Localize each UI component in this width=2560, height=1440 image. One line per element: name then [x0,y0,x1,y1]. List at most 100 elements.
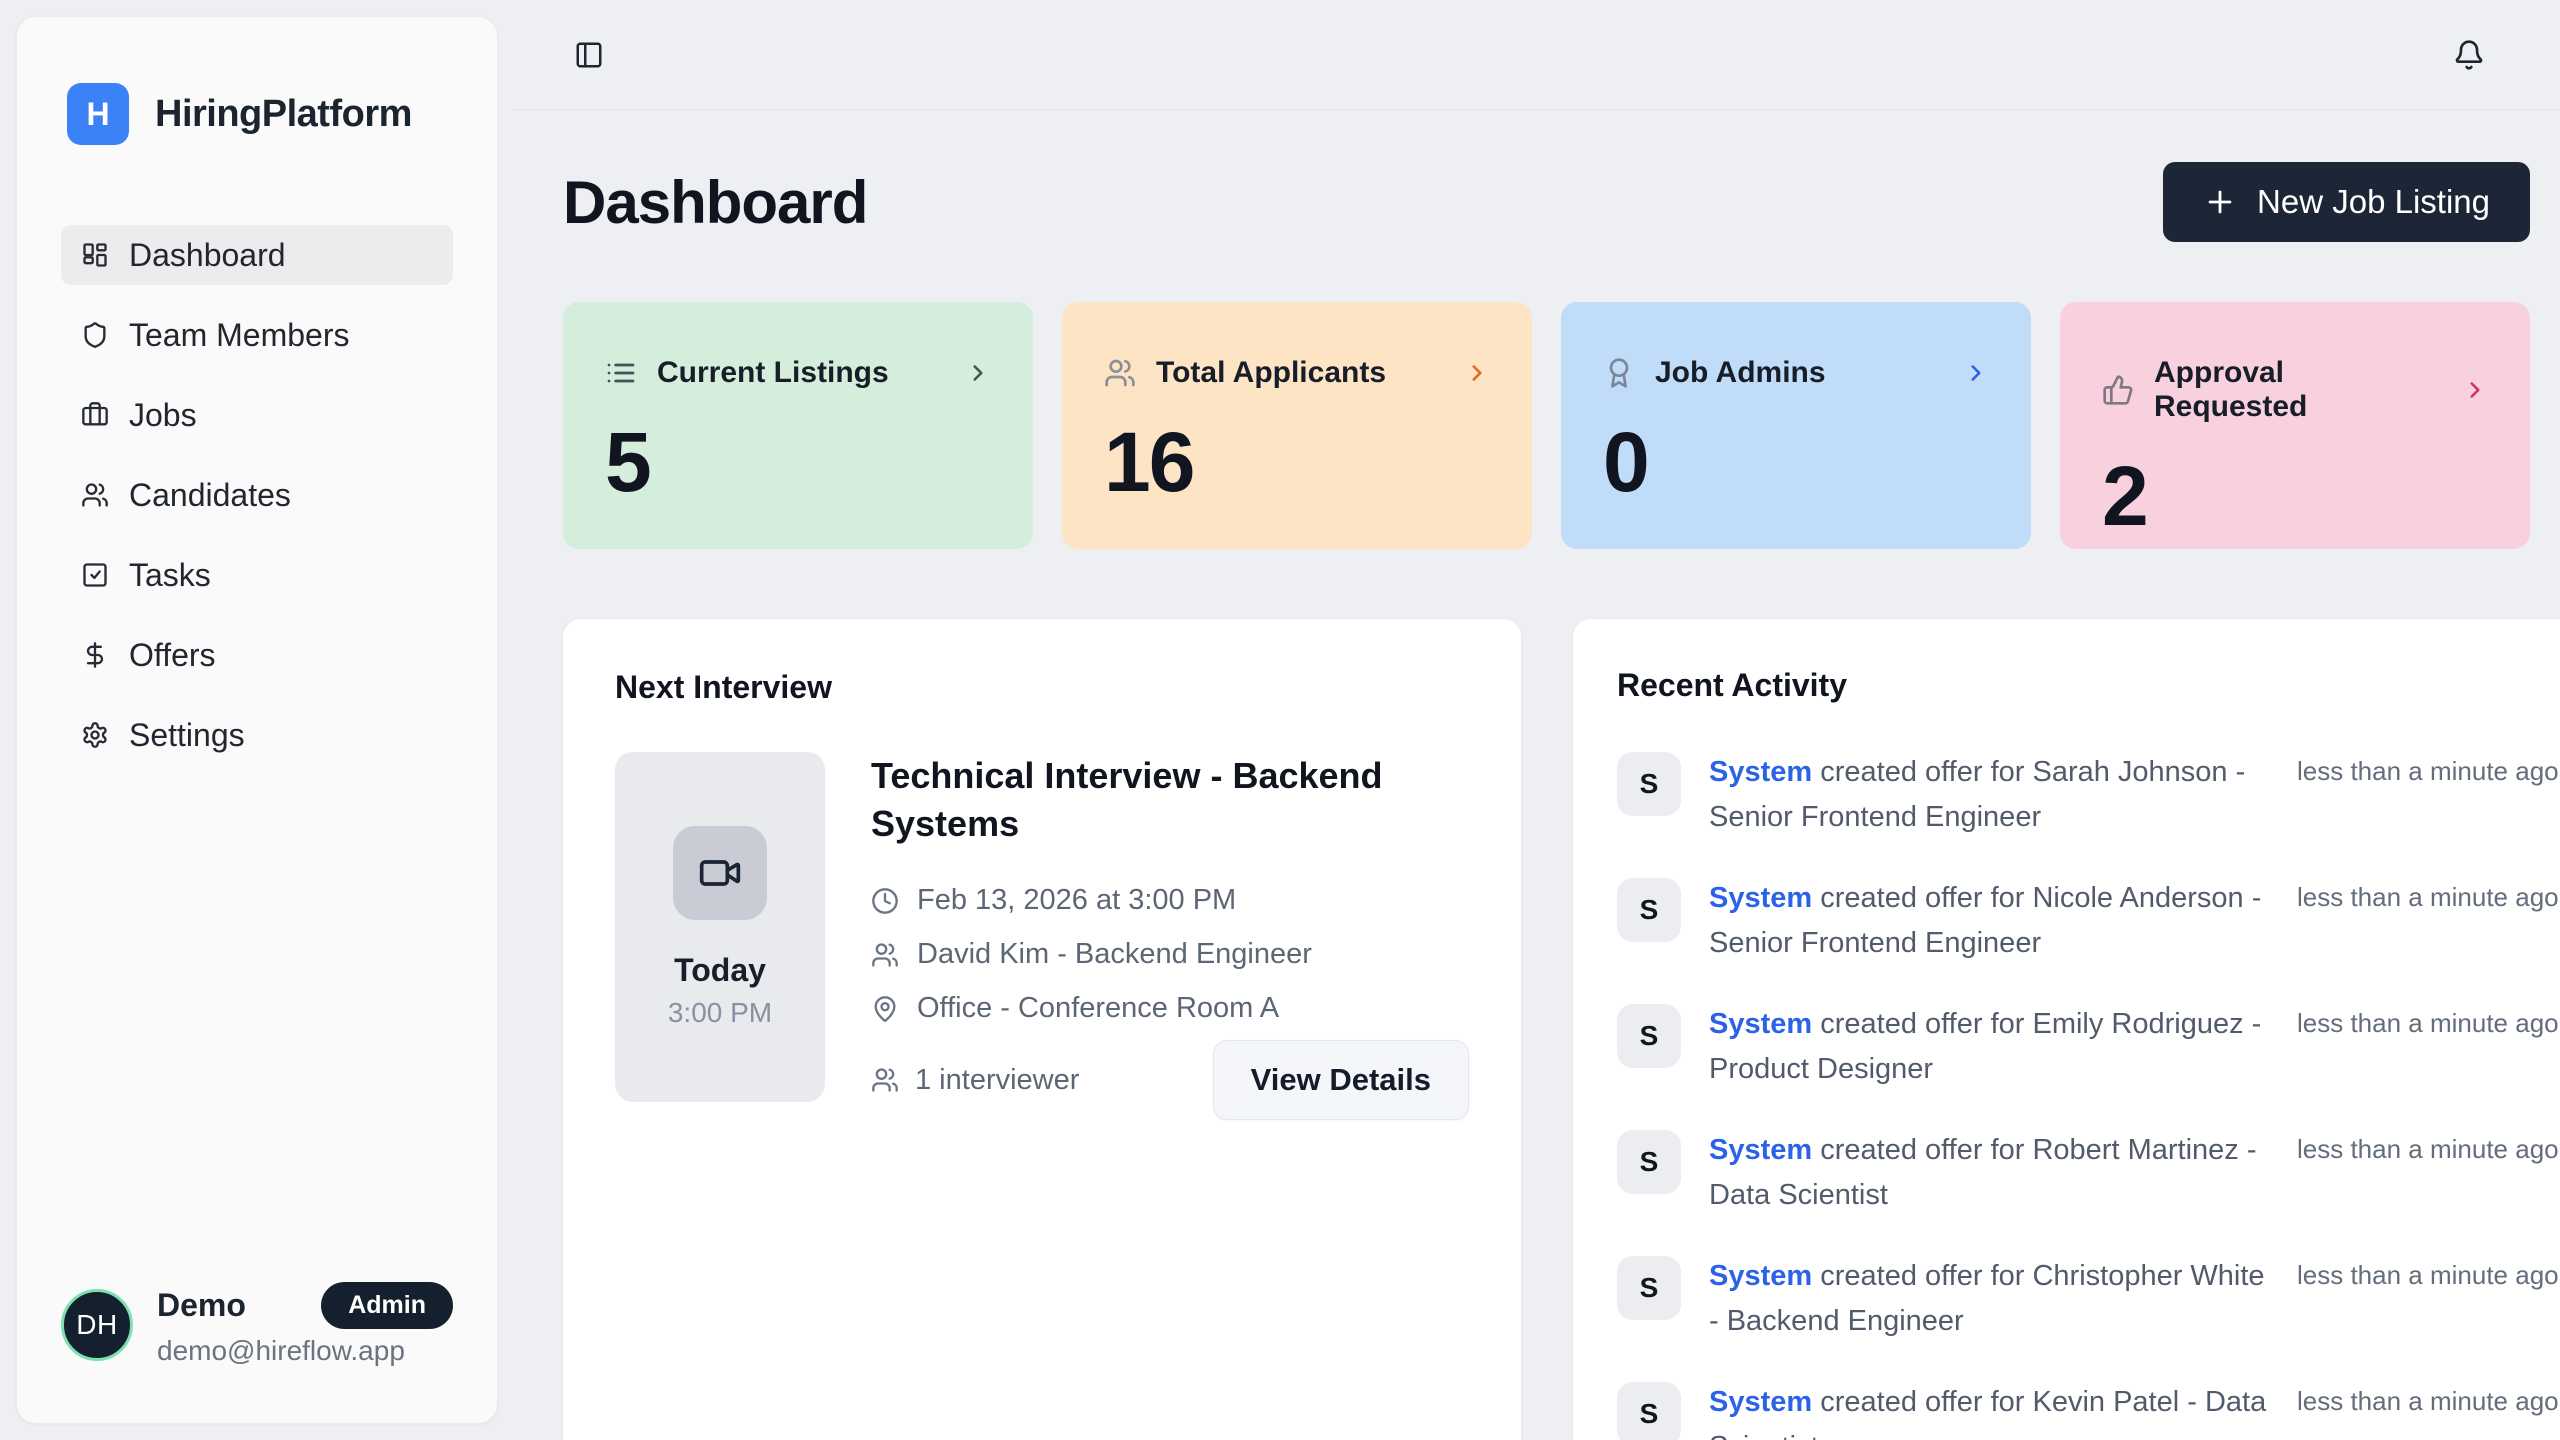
view-details-button[interactable]: View Details [1212,1040,1469,1120]
sidebar-item-settings[interactable]: Settings [61,705,453,765]
stat-label: Current Listings [657,356,889,389]
activity-actor-link[interactable]: System [1709,1134,1813,1166]
interview-datetime-row: Feb 13, 2026 at 3:00 PM [871,884,1469,917]
stat-value: 16 [1104,415,1195,509]
map-pin-icon [874,995,896,1022]
content: Dashboard New Job Listing Current Listin… [512,162,2560,1440]
sidebar-toggle-button[interactable] [574,40,604,70]
stat-label: Approval Requested [2154,356,2308,423]
stat-card-approval-requested[interactable]: Approval Requested 2 [2060,302,2530,549]
activity-action: created offer for Robert Martinez - Data… [1709,1134,2257,1211]
stats-row: Current Listings 5 Total Applicants 16 J… [563,302,2530,549]
users-icon [82,483,108,507]
sidebar-item-offers[interactable]: Offers [61,625,453,685]
stat-label: Job Admins [1655,356,1826,389]
video-icon-tile [673,825,767,920]
interview-candidate: David Kim - Backend Engineer [917,938,1312,970]
topbar [512,0,2560,110]
users-icon [1105,359,1135,387]
check-square-icon [83,563,107,587]
clock-icon [872,887,898,914]
bell-icon [2455,39,2483,70]
activity-action: created offer for Nicole Anderson - Seni… [1709,882,2262,959]
activity-text: System created offer for Emily Rodriguez… [1709,1002,2269,1092]
activity-timestamp: less than a minute ago [2297,1008,2559,1038]
activity-text: System created offer for Christopher Whi… [1709,1254,2269,1344]
interview-title: Technical Interview - Backend Systems [871,755,1383,844]
sidebar-item-jobs[interactable]: Jobs [61,385,453,445]
activity-timestamp: less than a minute ago [2297,756,2559,786]
interview-time-label: 3:00 PM [667,996,773,1028]
activity-item: S System created offer for Sarah Johnson… [1617,750,2559,840]
page-title: Dashboard [563,168,868,236]
recent-activity-panel: Recent Activity S System created offer f… [1573,619,2560,1440]
role-badge: Admin [321,1282,453,1329]
chevron-right-icon [973,365,983,381]
activity-actor-link[interactable]: System [1709,1260,1813,1292]
chevron-right-icon [2470,382,2480,398]
activity-actor-link[interactable]: System [1709,1386,1813,1418]
sidebar-item-dashboard[interactable]: Dashboard [61,225,453,285]
stat-card-job-admins[interactable]: Job Admins 0 [1561,302,2031,549]
new-job-listing-button[interactable]: New Job Listing [2163,162,2530,242]
activity-timestamp: less than a minute ago [2297,1260,2559,1290]
user-meta: Demo Admin demo@hireflow.app [157,1282,453,1367]
activity-item: S System created offer for Nicole Anders… [1617,876,2559,966]
sidebar: H HiringPlatform Dashboard Team Members … [16,16,498,1424]
stat-card-total-applicants[interactable]: Total Applicants 16 [1062,302,1532,549]
activity-action: created offer for Christopher White - Ba… [1709,1260,2265,1337]
sidebar-spacer [61,785,453,1282]
stat-card-current-listings[interactable]: Current Listings 5 [563,302,1033,549]
activity-action: created offer for Sarah Johnson - Senior… [1709,756,2246,833]
activity-text: System created offer for Nicole Anderson… [1709,876,2269,966]
interview-location-row: Office - Conference Room A [871,992,1469,1025]
activity-text: System created offer for Robert Martinez… [1709,1128,2269,1218]
activity-avatar: S [1617,878,1681,942]
activity-item: S System created offer for Kevin Patel -… [1617,1380,2559,1440]
brand-logo: H [67,83,129,145]
notifications-button[interactable] [2453,39,2485,71]
activity-avatar: S [1617,1256,1681,1320]
sidebar-item-tasks[interactable]: Tasks [61,545,453,605]
sidebar-item-team-members[interactable]: Team Members [61,305,453,365]
sidebar-item-label: Dashboard [129,236,286,273]
activity-actor-link[interactable]: System [1709,1008,1813,1040]
activity-avatar: S [1617,1004,1681,1068]
activity-avatar: S [1617,1130,1681,1194]
activity-avatar: S [1617,752,1681,816]
gear-icon [83,722,107,748]
stat-label: Total Applicants [1156,356,1387,389]
activity-action: created offer for Emily Rodriguez - Prod… [1709,1008,2262,1085]
recent-activity-title: Recent Activity [1617,667,1847,703]
user-email: demo@hireflow.app [157,1335,405,1366]
interviewer-count-label: 1 interviewer [915,1063,1080,1096]
dashboard-icon [83,243,107,267]
activity-text: System created offer for Sarah Johnson -… [1709,750,2269,840]
sidebar-item-candidates[interactable]: Candidates [61,465,453,525]
main-area: Dashboard New Job Listing Current Listin… [512,0,2560,1440]
users-icon [872,1068,898,1092]
new-job-listing-label: New Job Listing [2257,183,2490,220]
next-interview-panel: Next Interview Today 3:00 PM Technical I… [563,619,1521,1440]
activity-item: S System created offer for Christopher W… [1617,1254,2559,1344]
page-header: Dashboard New Job Listing [563,162,2530,242]
interview-candidate-row: David Kim - Backend Engineer [871,938,1469,971]
panel-left-icon [576,42,602,67]
sidebar-item-label: Candidates [129,476,291,513]
activity-item: S System created offer for Robert Martin… [1617,1128,2559,1218]
brand: H HiringPlatform [67,83,453,145]
brand-name: HiringPlatform [155,92,412,135]
activity-timestamp: less than a minute ago [2297,882,2559,912]
sidebar-item-label: Settings [129,716,245,753]
activity-actor-link[interactable]: System [1709,756,1813,788]
user-profile[interactable]: DH Demo Admin demo@hireflow.app [61,1282,453,1367]
stat-value: 0 [1603,415,1650,509]
sidebar-item-label: Team Members [129,316,350,353]
activity-list: S System created offer for Sarah Johnson… [1617,750,2559,1440]
users-icon [872,942,898,967]
activity-actor-link[interactable]: System [1709,882,1813,914]
interview-location: Office - Conference Room A [917,992,1280,1024]
activity-action: created offer for Kevin Patel - Data Sci… [1709,1386,2267,1440]
sidebar-nav: Dashboard Team Members Jobs Candidates T… [61,225,453,785]
award-icon [1609,358,1629,388]
